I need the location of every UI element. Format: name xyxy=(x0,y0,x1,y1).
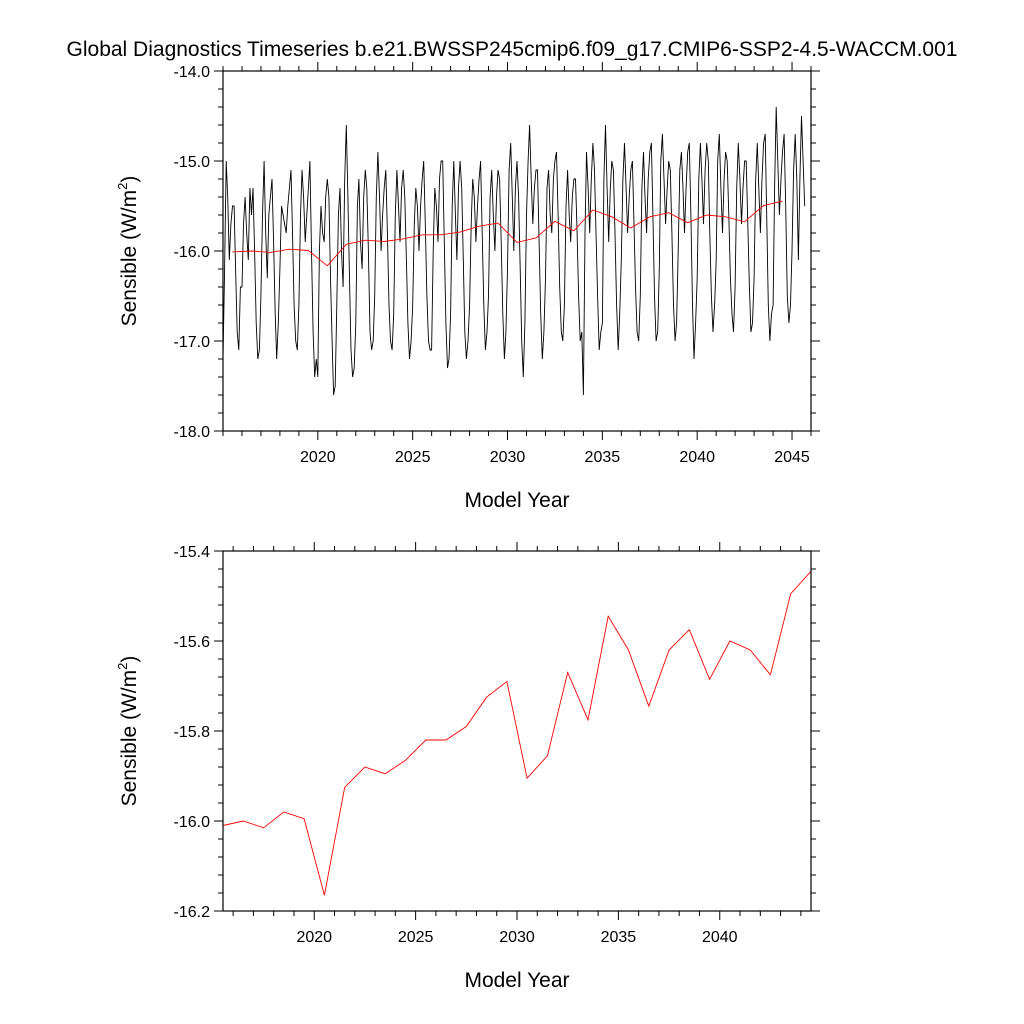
annual-mean-series-line xyxy=(222,570,812,896)
y-tick-label: -16.0 xyxy=(174,244,211,261)
y-tick-label: -15.4 xyxy=(174,544,211,561)
figure-title: Global Diagnostics Timeseries b.e21.BWSS… xyxy=(67,38,958,61)
tick-marks xyxy=(214,62,820,440)
y-axis-label: Sensible (W/m2) xyxy=(115,656,141,807)
y-tick-label: -16.2 xyxy=(174,904,211,921)
x-tick-label: 2045 xyxy=(774,449,810,466)
x-tick-label: 2040 xyxy=(702,929,738,946)
y-tick-label: -14.0 xyxy=(174,64,211,81)
x-tick-label: 2025 xyxy=(395,449,431,466)
x-axis-label: Model Year xyxy=(464,969,569,992)
tick-marks xyxy=(214,542,820,920)
y-tick-label: -15.6 xyxy=(174,634,211,651)
x-tick-label: 2030 xyxy=(490,449,526,466)
x-tick-label: 2035 xyxy=(585,449,621,466)
x-tick-label: 2020 xyxy=(296,929,332,946)
x-tick-label: 2020 xyxy=(300,449,336,466)
monthly-series-line xyxy=(222,106,806,396)
top-panel: 2020 2025 2030 2035 2040 2045 -18.0 -17.0 -16.0 -… xyxy=(115,62,820,512)
annual-mean-series-line xyxy=(232,200,783,267)
x-tick-label: 2025 xyxy=(398,929,434,946)
y-tick-label: -18.0 xyxy=(174,424,211,441)
x-axis-label: Model Year xyxy=(464,489,569,512)
y-tick-label: -15.0 xyxy=(174,154,211,171)
plot-frame xyxy=(222,550,812,912)
y-axis-label: Sensible (W/m2) xyxy=(115,176,141,327)
y-tick-label: -16.0 xyxy=(174,814,211,831)
x-tick-label: 2040 xyxy=(679,449,715,466)
y-tick-label: -17.0 xyxy=(174,334,211,351)
x-tick-label: 2035 xyxy=(601,929,637,946)
x-tick-label: 2030 xyxy=(499,929,535,946)
y-tick-label: -15.8 xyxy=(174,724,211,741)
bottom-panel: 2020 2025 2030 2035 2040 -16.2 -16.0 -15.8 -15.6… xyxy=(115,542,820,992)
plot-frame xyxy=(222,70,812,432)
